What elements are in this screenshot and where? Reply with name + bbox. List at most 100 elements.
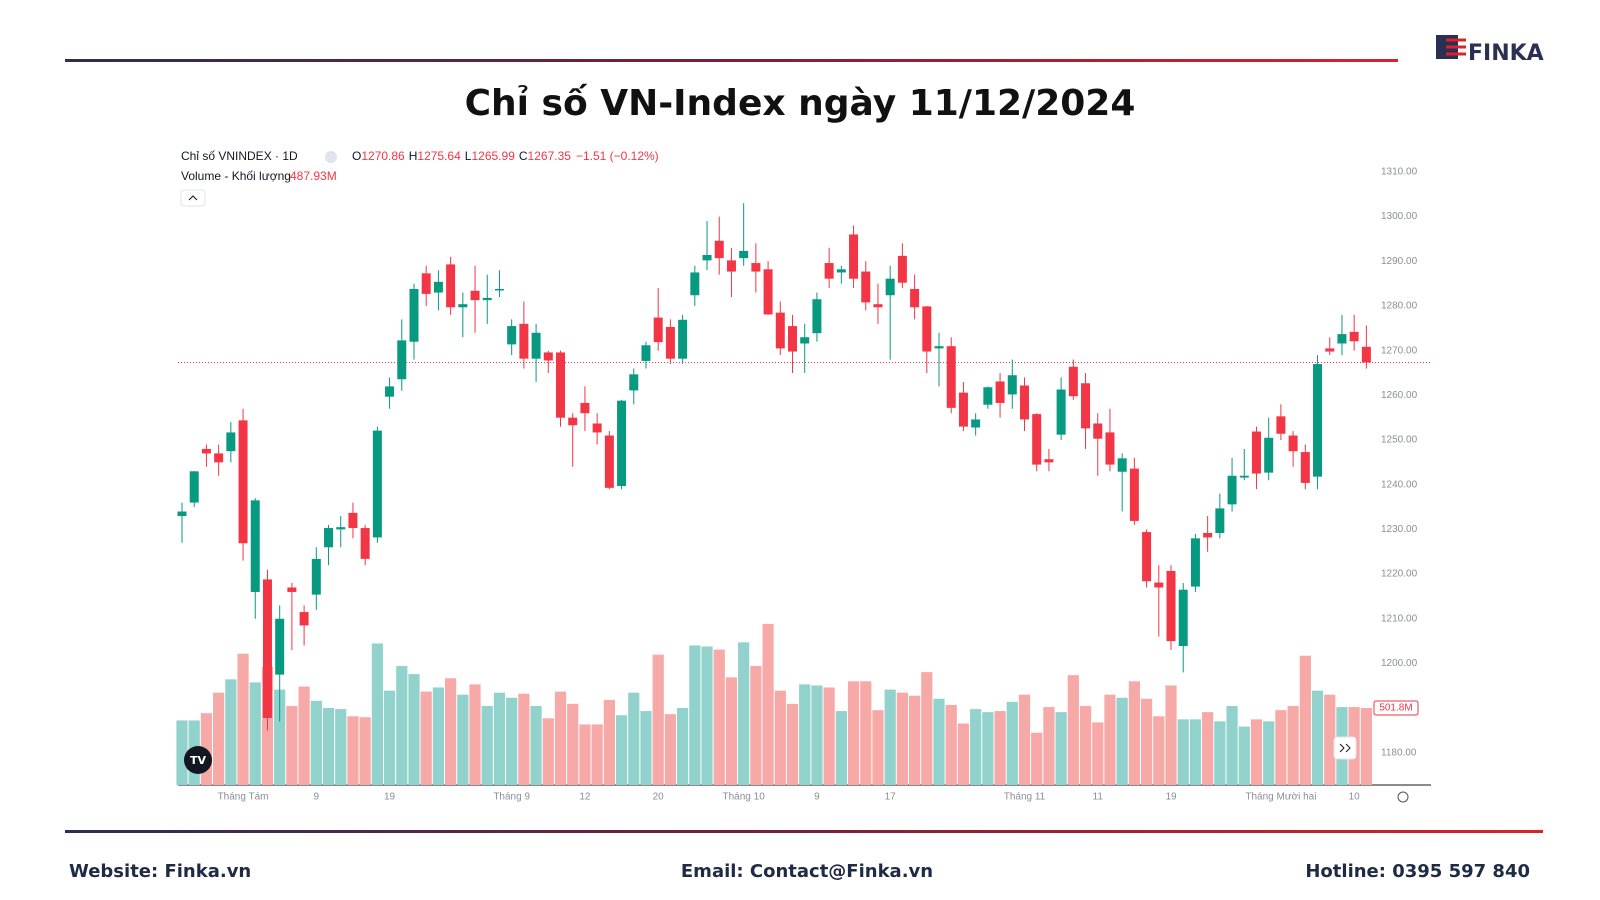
volume-bar: [1165, 685, 1177, 785]
volume-bar: [677, 708, 689, 785]
scroll-button[interactable]: [1333, 736, 1357, 760]
volume-bar: [1055, 712, 1067, 785]
y-tick-label: 1240.00: [1381, 479, 1418, 490]
candle-body: [201, 448, 211, 454]
y-tick-label: 1270.00: [1381, 345, 1418, 356]
volume-bar: [750, 665, 762, 785]
candle-body: [629, 374, 639, 391]
x-tick-label: 10: [1349, 792, 1361, 803]
volume-bar: [689, 645, 701, 785]
volume-bar: [628, 692, 640, 785]
volume-bar: [982, 712, 994, 785]
candle-body: [617, 400, 627, 487]
candle-body: [1142, 532, 1152, 582]
x-tick-label: 17: [885, 792, 897, 803]
volume-bar: [615, 715, 628, 785]
candle-body: [678, 319, 688, 359]
last-volume-box: [1373, 700, 1419, 716]
volume-bar: [640, 711, 652, 785]
volume-bar: [371, 643, 383, 785]
volume-bar: [1140, 698, 1153, 785]
y-tick-label: 1280.00: [1381, 301, 1418, 312]
volume-bar: [481, 706, 493, 785]
candle-body: [1068, 366, 1078, 397]
volume-bar: [567, 703, 579, 785]
ohlc-letter: C: [519, 149, 528, 163]
volume-bar: [847, 681, 860, 785]
candle-body: [788, 326, 797, 352]
ohlc-value: 1270.86: [361, 149, 405, 163]
ohlc-letter: H: [409, 149, 418, 163]
candle-body: [812, 299, 822, 334]
candle-body: [1239, 475, 1249, 478]
tv-logo-text: TV: [190, 754, 207, 767]
volume-bar: [335, 709, 347, 785]
candle-body: [433, 281, 443, 293]
collapse-button[interactable]: [180, 189, 206, 207]
volume-bar: [591, 724, 603, 785]
volume-bar: [396, 665, 408, 785]
candle-body: [494, 288, 504, 291]
volume-bar: [1311, 690, 1324, 785]
candle-body: [873, 304, 883, 308]
candle-body: [1081, 383, 1091, 429]
volume-bar: [457, 694, 469, 785]
candle-body: [372, 430, 382, 538]
candle-body: [299, 612, 309, 626]
y-tick-label: 1220.00: [1381, 569, 1418, 580]
y-tick-label: 1290.00: [1381, 256, 1418, 267]
volume-bar: [274, 689, 286, 785]
bottom-rule: [65, 830, 1543, 833]
x-tick-label: 9: [814, 792, 820, 803]
logo: FINKA: [1436, 35, 1544, 66]
volume-bar: [469, 684, 481, 785]
candle-body: [885, 278, 895, 296]
candle-body: [311, 558, 321, 595]
volume-bar: [896, 692, 908, 785]
candle-body: [739, 250, 749, 259]
volume-bar: [420, 691, 432, 785]
candle-body: [1313, 364, 1323, 477]
tv-logo: [184, 746, 212, 774]
candle-body: [714, 240, 724, 259]
candle-body: [1019, 385, 1029, 420]
collapse-icon: [188, 195, 198, 201]
candle-body: [1288, 435, 1298, 452]
candle-body: [604, 435, 614, 488]
ohlc-letter: L: [465, 149, 472, 163]
x-tick-label: 20: [653, 792, 665, 803]
volume-bar: [408, 674, 420, 785]
volume-bar: [823, 687, 835, 785]
candle-body: [775, 312, 785, 349]
candle-body: [397, 340, 407, 380]
candle-body: [690, 272, 700, 296]
volume-bar: [322, 708, 335, 785]
volume-bar: [738, 642, 750, 785]
candle-body: [1337, 334, 1347, 344]
x-tick-label: 12: [579, 792, 591, 803]
x-tick-label: 9: [314, 792, 320, 803]
candle-body: [519, 323, 529, 359]
candle-body: [1007, 375, 1017, 395]
candle-body: [250, 500, 260, 592]
settings-icon[interactable]: [1397, 791, 1409, 803]
candle-body: [336, 527, 346, 530]
candle-body: [726, 260, 736, 272]
candle-body: [641, 345, 651, 361]
candle-body: [922, 306, 932, 352]
volume-bar: [1067, 675, 1079, 785]
volume-bar: [1153, 716, 1165, 785]
candle-body: [324, 528, 334, 548]
candle-body: [1227, 475, 1237, 505]
candle-body: [849, 234, 859, 279]
candle-body: [702, 255, 712, 261]
volume-bar: [579, 724, 591, 785]
candle-body: [360, 528, 370, 559]
candle-body: [665, 326, 675, 359]
candle-body: [189, 471, 199, 503]
candle-body: [262, 579, 272, 718]
candle-body: [983, 387, 993, 405]
x-tick-label: Tháng 11: [1004, 792, 1046, 803]
y-tick-label: 1230.00: [1381, 524, 1418, 535]
